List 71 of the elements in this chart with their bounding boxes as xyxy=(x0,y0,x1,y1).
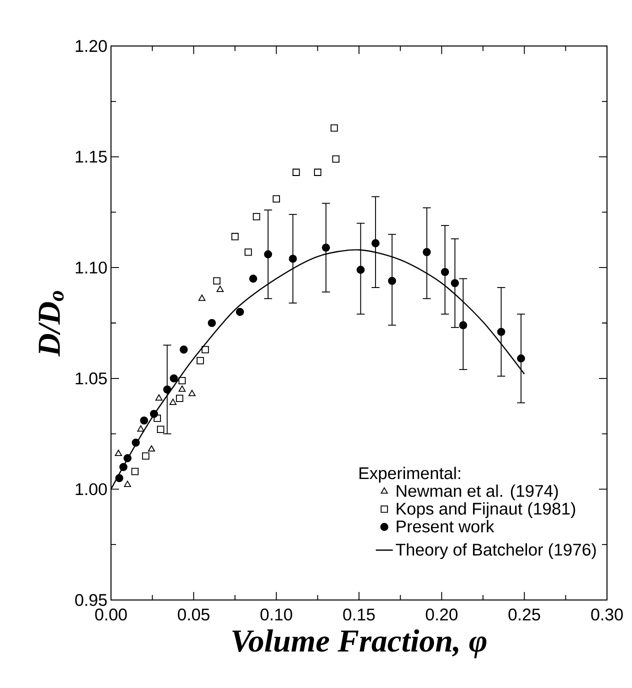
legend-label: Theory of Batchelor (1976) xyxy=(396,543,596,560)
point xyxy=(213,277,220,285)
point xyxy=(123,454,132,462)
point xyxy=(231,232,239,240)
point xyxy=(119,463,128,472)
legend-label: Newman et al. (1974) xyxy=(396,484,558,500)
point xyxy=(140,416,148,425)
legend-label: Present work xyxy=(396,520,494,532)
point xyxy=(148,445,156,452)
point xyxy=(330,124,338,132)
legend-title: Experimental: xyxy=(360,466,460,483)
point xyxy=(388,276,396,285)
point xyxy=(188,390,196,396)
point xyxy=(372,239,380,248)
point xyxy=(497,328,506,336)
y-tick-label: 1.20 xyxy=(76,40,107,52)
legend-label: Kops and Fijnaut (1981) xyxy=(396,502,576,518)
y-axis-title: D/D$_{o}$ xyxy=(38,290,64,357)
y-tick-label: 1.10 xyxy=(76,262,107,274)
x-tick-label: 0.10 xyxy=(260,608,292,621)
point xyxy=(170,374,178,382)
point xyxy=(163,385,172,394)
point xyxy=(450,279,459,288)
y-tick-label: 1.00 xyxy=(76,483,107,496)
point xyxy=(178,376,186,384)
point xyxy=(131,468,139,476)
point xyxy=(516,354,526,362)
point xyxy=(198,294,206,301)
x-tick-label: 0.20 xyxy=(426,608,458,621)
point xyxy=(176,394,184,402)
point xyxy=(252,212,260,220)
y-tick-label: 1.15 xyxy=(76,150,107,163)
x-tick-label: 0.25 xyxy=(508,608,540,621)
point xyxy=(440,268,450,276)
point xyxy=(142,452,150,460)
point xyxy=(459,321,468,330)
point xyxy=(422,248,431,256)
point xyxy=(137,425,144,432)
x-tick-label: 0.30 xyxy=(591,608,623,621)
point xyxy=(155,394,163,401)
point xyxy=(314,168,322,176)
point xyxy=(272,195,280,203)
point xyxy=(236,308,244,316)
y-tick-label: 0.95 xyxy=(75,594,107,606)
point xyxy=(249,274,258,283)
point xyxy=(132,438,140,447)
point xyxy=(322,244,330,252)
x-tick-label: 0.05 xyxy=(178,608,210,621)
x-tick-label: 0.15 xyxy=(343,608,375,621)
point xyxy=(114,450,122,456)
point xyxy=(292,168,300,176)
x-tick-label: 0.00 xyxy=(95,608,127,621)
point xyxy=(202,346,209,354)
point xyxy=(196,357,204,364)
point xyxy=(180,346,188,354)
point xyxy=(356,266,365,274)
point xyxy=(244,248,252,256)
point xyxy=(216,286,224,292)
point xyxy=(154,414,161,422)
point xyxy=(150,410,158,418)
y-tick-label: 1.05 xyxy=(76,372,107,384)
point xyxy=(178,385,186,392)
point xyxy=(124,480,132,488)
point xyxy=(332,155,340,163)
point xyxy=(264,250,272,258)
point xyxy=(208,318,216,328)
point xyxy=(115,474,124,482)
point xyxy=(288,254,297,263)
x-axis-title: Volume Fraction, φ xyxy=(232,629,486,658)
point xyxy=(156,426,164,434)
point xyxy=(169,398,177,406)
